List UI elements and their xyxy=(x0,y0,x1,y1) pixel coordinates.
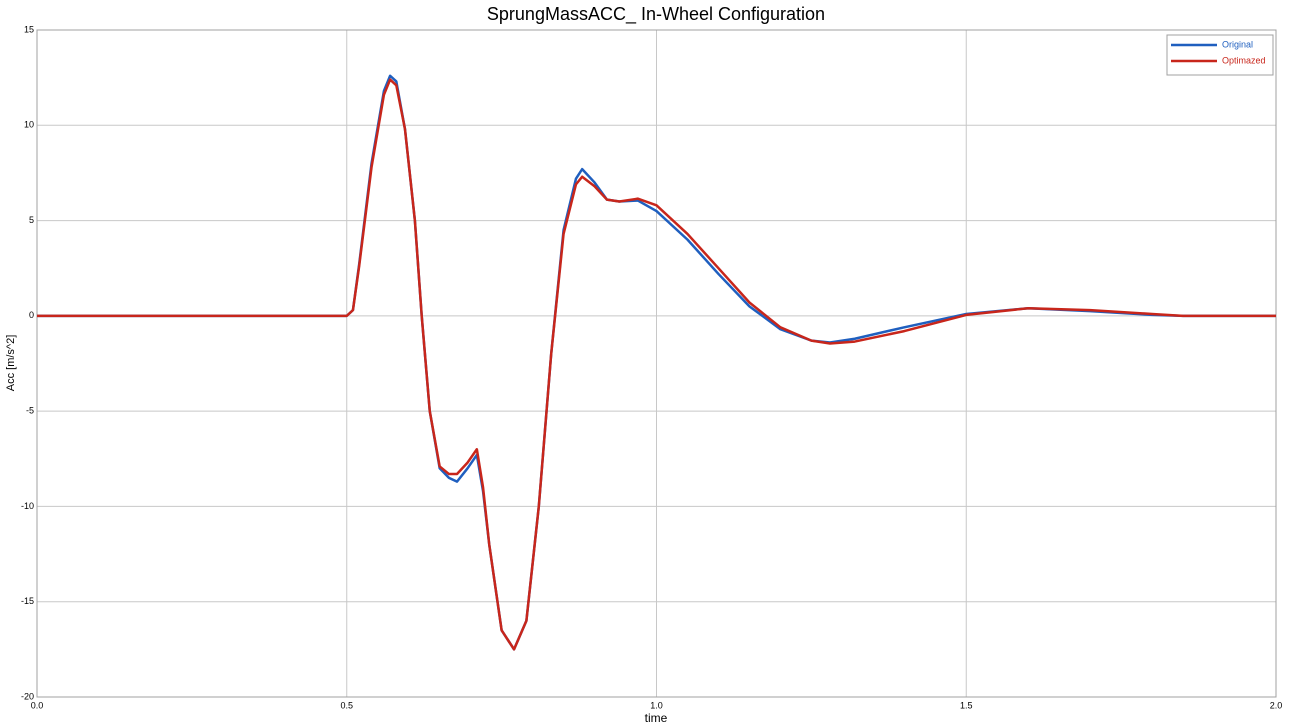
legend-box xyxy=(1166,34,1274,76)
y-tick-label: 10 xyxy=(24,120,34,130)
plot-frame xyxy=(36,29,1277,698)
legend-label: Original xyxy=(1222,39,1253,49)
y-tick-label: -20 xyxy=(21,691,34,701)
y-tick-label: 5 xyxy=(29,215,34,225)
x-tick-label: 1.5 xyxy=(960,700,973,710)
x-tick-label: 0.0 xyxy=(31,700,44,710)
x-tick-label: 1.0 xyxy=(650,700,663,710)
y-axis-label: Acc [m/s^2] xyxy=(5,335,17,392)
x-tick-label: 0.5 xyxy=(340,700,353,710)
y-tick-label: -15 xyxy=(21,596,34,606)
y-tick-label: -5 xyxy=(26,406,34,416)
x-axis-label: time xyxy=(645,711,668,725)
chart-title: SprungMassACC_ In-Wheel Configuration xyxy=(487,4,825,25)
legend-label: Optimazed xyxy=(1222,55,1266,65)
x-tick-label: 2.0 xyxy=(1270,700,1283,710)
y-tick-label: 0 xyxy=(29,310,34,320)
y-tick-label: -10 xyxy=(21,501,34,511)
series-line xyxy=(37,78,1276,651)
y-tick-label: 15 xyxy=(24,24,34,34)
